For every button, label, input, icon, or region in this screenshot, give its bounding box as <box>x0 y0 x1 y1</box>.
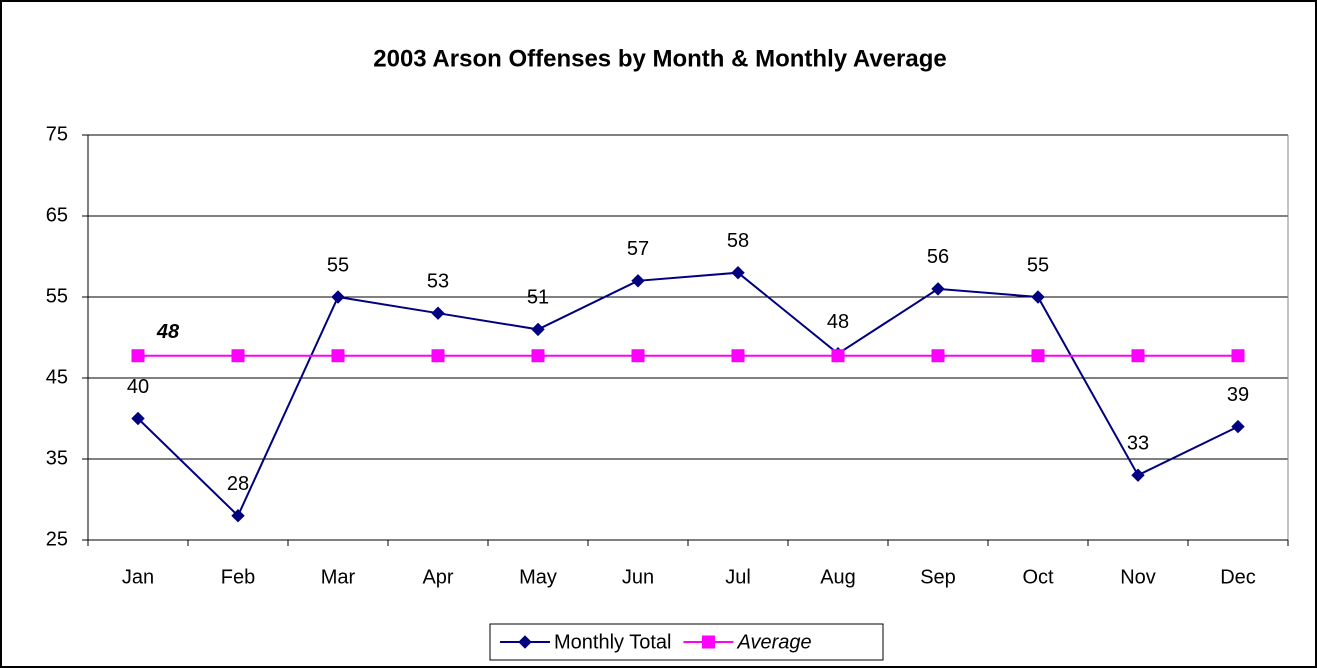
point <box>431 306 445 320</box>
point <box>631 349 645 363</box>
legend-label: Average <box>736 631 811 653</box>
x-tick-label: Nov <box>1120 566 1156 588</box>
x-tick-label: Aug <box>820 566 856 588</box>
legend-label: Monthly Total <box>554 631 671 653</box>
data-label: 40 <box>127 376 149 398</box>
point <box>518 635 532 649</box>
point <box>701 635 715 649</box>
point <box>231 349 245 363</box>
data-label: 28 <box>227 473 249 495</box>
data-label: 48 <box>827 311 849 333</box>
point <box>631 274 645 288</box>
x-tick-label: Feb <box>221 566 255 588</box>
point <box>831 349 845 363</box>
point <box>531 322 545 337</box>
point <box>131 411 145 426</box>
point <box>131 349 145 363</box>
y-tick-label: 35 <box>46 447 68 469</box>
point <box>731 349 745 363</box>
point <box>931 349 945 363</box>
data-label: 57 <box>627 238 649 260</box>
y-tick-label: 75 <box>46 123 68 145</box>
x-tick-label: May <box>519 566 557 588</box>
data-label: 39 <box>1227 384 1249 406</box>
x-tick-label: Jan <box>122 566 154 588</box>
point <box>1131 349 1145 363</box>
x-tick-label: Mar <box>321 566 356 588</box>
point <box>931 282 945 296</box>
data-label: 56 <box>927 246 949 268</box>
x-tick-label: Sep <box>920 566 956 588</box>
x-tick-label: Jun <box>622 566 654 588</box>
x-tick-label: Apr <box>422 566 453 588</box>
y-tick-label: 65 <box>46 204 68 226</box>
x-tick-label: Dec <box>1220 566 1256 588</box>
x-tick-label: Oct <box>1022 566 1054 588</box>
data-label: 48 <box>156 321 180 343</box>
point <box>731 265 745 280</box>
point <box>1231 349 1245 363</box>
series-line <box>137 271 1239 518</box>
data-label: 55 <box>1027 254 1049 276</box>
point <box>1231 419 1245 434</box>
y-tick-label: 25 <box>46 528 68 550</box>
y-tick-label: 55 <box>46 285 68 307</box>
point <box>431 349 445 363</box>
data-label: 53 <box>427 270 449 292</box>
point <box>331 290 345 304</box>
point <box>1031 349 1045 363</box>
data-label: 55 <box>327 254 349 276</box>
point <box>231 508 245 523</box>
chart-title: 2003 Arson Offenses by Month & Monthly A… <box>373 45 946 72</box>
point <box>531 349 545 363</box>
data-label: 51 <box>527 287 549 309</box>
point <box>331 349 345 363</box>
x-tick-label: Jul <box>725 566 751 588</box>
point <box>1131 468 1145 482</box>
y-tick-label: 45 <box>46 366 68 388</box>
data-label: 58 <box>727 230 749 252</box>
point <box>1031 290 1045 304</box>
data-label: 33 <box>1127 432 1149 454</box>
